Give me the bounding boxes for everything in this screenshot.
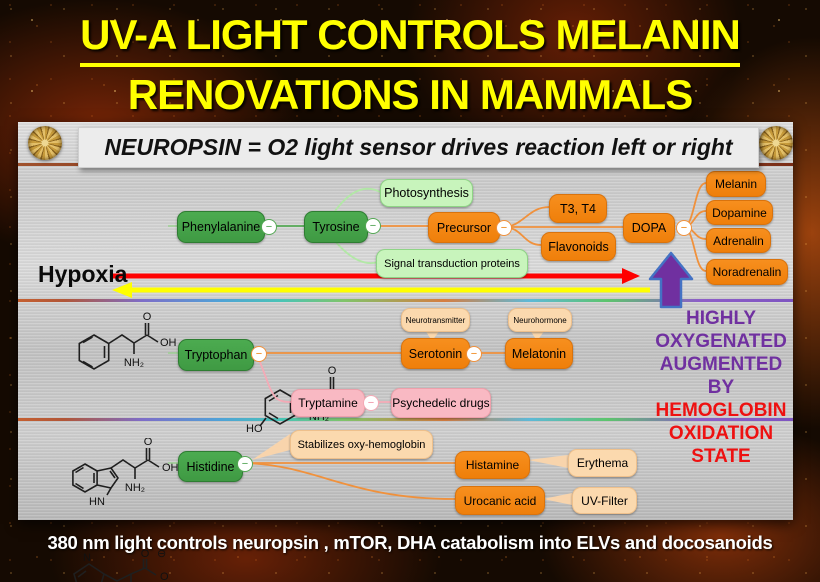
annotation-line: OXIDATION [668,423,774,444]
node-adrenalin: Adrenalin [706,228,771,253]
hypoxia-label: Hypoxia [38,261,128,287]
title-line-1: UV-A LIGHT CONTROLS MELANIN [0,7,820,67]
atom-label: OH [160,337,177,349]
node-histidine: Histidine [178,451,243,482]
molecule-histidine: N HN H₃N⊕ O ⊖ O [73,550,169,582]
node-tyrosine: Tyrosine [304,211,368,243]
rainbow-divider-2 [18,418,793,421]
annotation-line: OXYGENATED [655,331,787,352]
atom-label: OH [162,462,179,474]
node-tryptophan: Tryptophan [178,339,254,371]
hypoxia-red-arrow [112,268,640,284]
annotation-line: BY [707,377,735,398]
node-serotonin: Serotonin [401,338,470,369]
title-line-1-text: UV-A LIGHT CONTROLS MELANIN [80,7,741,67]
node-melatonin: Melatonin [505,338,573,369]
connector-minus-icon: − [466,346,482,362]
connector-minus-icon: − [363,395,379,411]
node-phenylalanine: Phenylalanine [177,211,265,243]
node-erythema: Erythema [568,449,637,477]
node-signal-transduction: Signal transduction proteins [376,249,528,278]
rainbow-divider-1 [18,299,793,302]
node-precursor: Precursor [428,212,500,243]
atom-label: NH₂ [124,357,144,369]
atom-label: N [83,552,91,564]
title-block: UV-A LIGHT CONTROLS MELANIN RENOVATIONS … [0,7,820,127]
metal-panel: NEUROPSIN = O2 light sensor drives react… [18,122,796,582]
footer-caption: 380 nm light controls neuropsin , mTOR, … [47,532,773,553]
callout-pointers [252,330,572,505]
molecule-tryptophan: HN NH₂ O OH [72,438,179,508]
node-noradrenalin: Noradrenalin [706,259,788,285]
atom-label: O [143,312,152,323]
node-flavonoids: Flavonoids [541,232,616,261]
annotation-line: STATE [691,446,751,467]
molecule-phenylalanine: NH₂ O OH [78,312,177,370]
callout-neurohormone: Neurohormone [508,308,572,332]
connector-minus-icon: − [237,456,253,472]
gold-flower-icon [759,126,793,160]
node-photosynthesis: Photosynthesis [380,179,473,207]
purple-up-arrow [648,251,694,309]
atom-label: HN [89,496,105,508]
atom-label: NH₂ [125,482,145,494]
title-line-2: RENOVATIONS IN MAMMALS [0,67,820,127]
node-tryptamine: Tryptamine [291,389,365,417]
atom-label: O [328,365,337,377]
atom-label: ⊖ [157,550,166,560]
connector-minus-icon: − [676,220,692,236]
connector-minus-icon: − [496,220,512,236]
node-dopa: DOPA [623,213,675,243]
atom-label: O [160,571,169,582]
callout-neurotransmitter: Neurotransmitter [401,308,470,332]
callout-stabilizes-oxy-hemoglobin: Stabilizes oxy-hemoglobin [290,430,433,459]
atom-label: O [141,550,150,560]
connector-minus-icon: − [261,219,277,235]
node-urocanic-acid: Urocanic acid [455,486,545,515]
atom-label: O [144,438,153,448]
node-t3-t4: T3, T4 [549,194,607,223]
node-histamine: Histamine [455,451,530,479]
title-line-2-text: RENOVATIONS IN MAMMALS [127,67,693,127]
node-melanin: Melanin [706,171,766,197]
connector-minus-icon: − [365,218,381,234]
annotation-line: AUGMENTED [659,354,783,375]
atom-label: HO [246,423,263,435]
banner: NEUROPSIN = O2 light sensor drives react… [78,127,759,168]
annotation-line: HIGHLY [685,308,757,329]
node-uv-filter: UV-Filter [572,487,637,514]
annotation-line: HEMOGLOBIN [655,400,787,421]
node-dopamine: Dopamine [706,200,773,225]
right-annotation: HIGHLY OXYGENATED AUGMENTED BY HEMOGLOBI… [646,307,796,468]
hypoxia-yellow-arrow [112,282,650,298]
gold-flower-icon [28,126,62,160]
connector-minus-icon: − [251,346,267,362]
node-psychedelic-drugs: Psychedelic drugs [391,388,491,418]
